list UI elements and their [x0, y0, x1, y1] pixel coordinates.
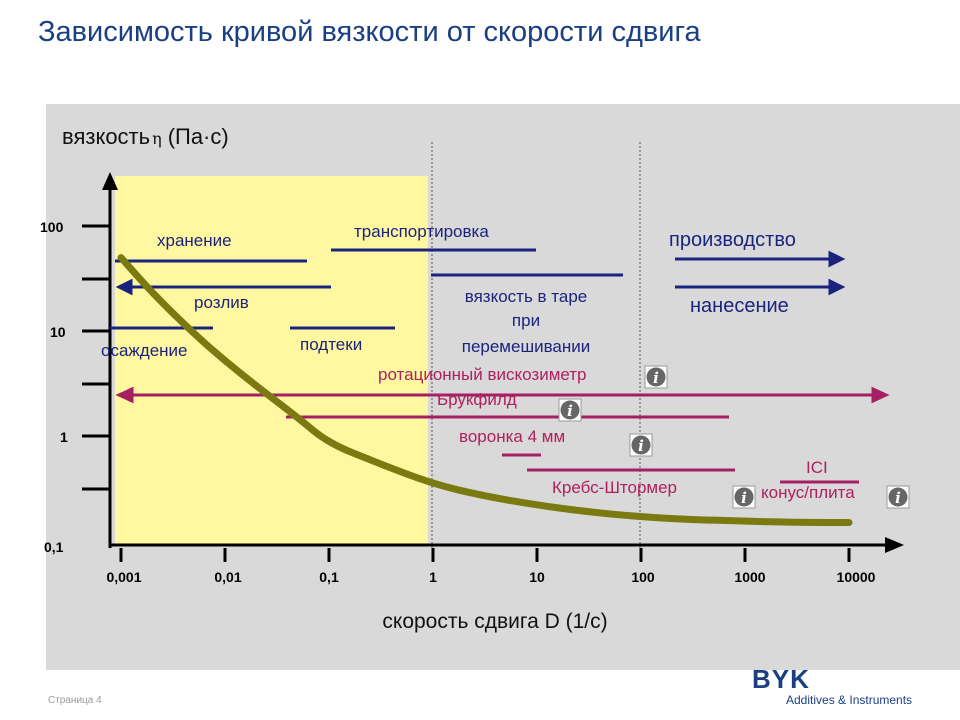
- label-storage: хранение: [157, 231, 232, 250]
- x-tick-label-10: 10: [529, 569, 545, 585]
- page-title: Зависимость кривой вязкости от скорости …: [38, 16, 701, 48]
- x-tick-label-1: 1: [429, 569, 437, 585]
- magenta-ranges: [115, 386, 890, 484]
- label-krebs: Кребс-Штормер: [552, 478, 677, 497]
- label-container-1: вязкость в таре: [465, 287, 588, 306]
- page-number: Страница 4: [48, 695, 102, 706]
- label-pouring: розлив: [194, 293, 249, 312]
- label-sagging: подтеки: [300, 335, 362, 354]
- y-axis-arrow: [102, 172, 118, 190]
- label-funnel: воронка 4 мм: [459, 427, 565, 446]
- range-arrow-rotational-left: [115, 386, 134, 404]
- info-icon-cone-plate[interactable]: i: [886, 485, 910, 509]
- label-rotational: ротационный вискозиметр: [378, 365, 587, 384]
- label-transport: транспортировка: [354, 222, 489, 241]
- logo-brand: BYK: [752, 664, 810, 694]
- viscosity-curve: [117, 254, 853, 526]
- label-brookfield: Брукфилд: [437, 390, 517, 409]
- y-axis-label-text: вязкость: [62, 124, 150, 149]
- x-tick-label-0-001: 0,001: [106, 569, 141, 585]
- highlight-region: [115, 176, 428, 544]
- svg-text:i: i: [895, 489, 901, 507]
- x-tick-label-0-1: 0,1: [319, 569, 339, 585]
- range-arrow-application: [828, 278, 846, 296]
- info-icon-rotational[interactable]: i: [644, 365, 668, 389]
- range-arrow-production: [828, 250, 846, 268]
- logo-subtitle: Additives & Instruments: [786, 693, 913, 707]
- y-tick-label-1: 1: [60, 429, 68, 445]
- x-tick-label-10000: 10000: [837, 569, 876, 585]
- label-cone-plate: конус/плита: [761, 483, 855, 502]
- label-production: производство: [669, 229, 796, 251]
- x-tick-label-100: 100: [631, 569, 655, 585]
- range-arrow-pouring: [115, 278, 133, 296]
- label-container-2: при: [512, 311, 540, 330]
- y-ticks: [82, 224, 110, 491]
- y-axis-label: вязкость η (Па·с): [62, 124, 229, 149]
- label-container-3: перемешивании: [462, 337, 591, 356]
- svg-text:i: i: [567, 402, 573, 420]
- info-icon-funnel[interactable]: i: [629, 433, 653, 457]
- svg-text:i: i: [653, 369, 659, 387]
- y-tick-label-10: 10: [50, 324, 66, 340]
- label-application: нанесение: [690, 295, 789, 317]
- blue-ranges: [110, 248, 846, 330]
- y-tick-label-100: 100: [40, 219, 64, 235]
- range-arrow-rotational-right: [871, 386, 890, 404]
- info-icon-krebs[interactable]: i: [732, 485, 756, 509]
- y-axis-label-symbol: η: [152, 129, 162, 148]
- y-axis-label-unit: (Па·с): [168, 124, 229, 149]
- label-settling: осаждение: [101, 341, 188, 360]
- info-icon-brookfield[interactable]: i: [558, 398, 582, 422]
- svg-text:i: i: [638, 437, 644, 455]
- svg-text:i: i: [741, 489, 747, 507]
- x-tick-label-0-01: 0,01: [214, 569, 241, 585]
- company-logo: BYK Additives & Instruments: [752, 662, 952, 712]
- x-tick-label-1000: 1000: [734, 569, 765, 585]
- label-ici: ICI: [806, 458, 828, 477]
- x-axis-label: скорость сдвига D (1/с): [382, 610, 607, 633]
- y-tick-label-0-1: 0,1: [44, 539, 64, 555]
- x-ticks: [119, 548, 851, 562]
- x-axis-arrow: [885, 537, 904, 553]
